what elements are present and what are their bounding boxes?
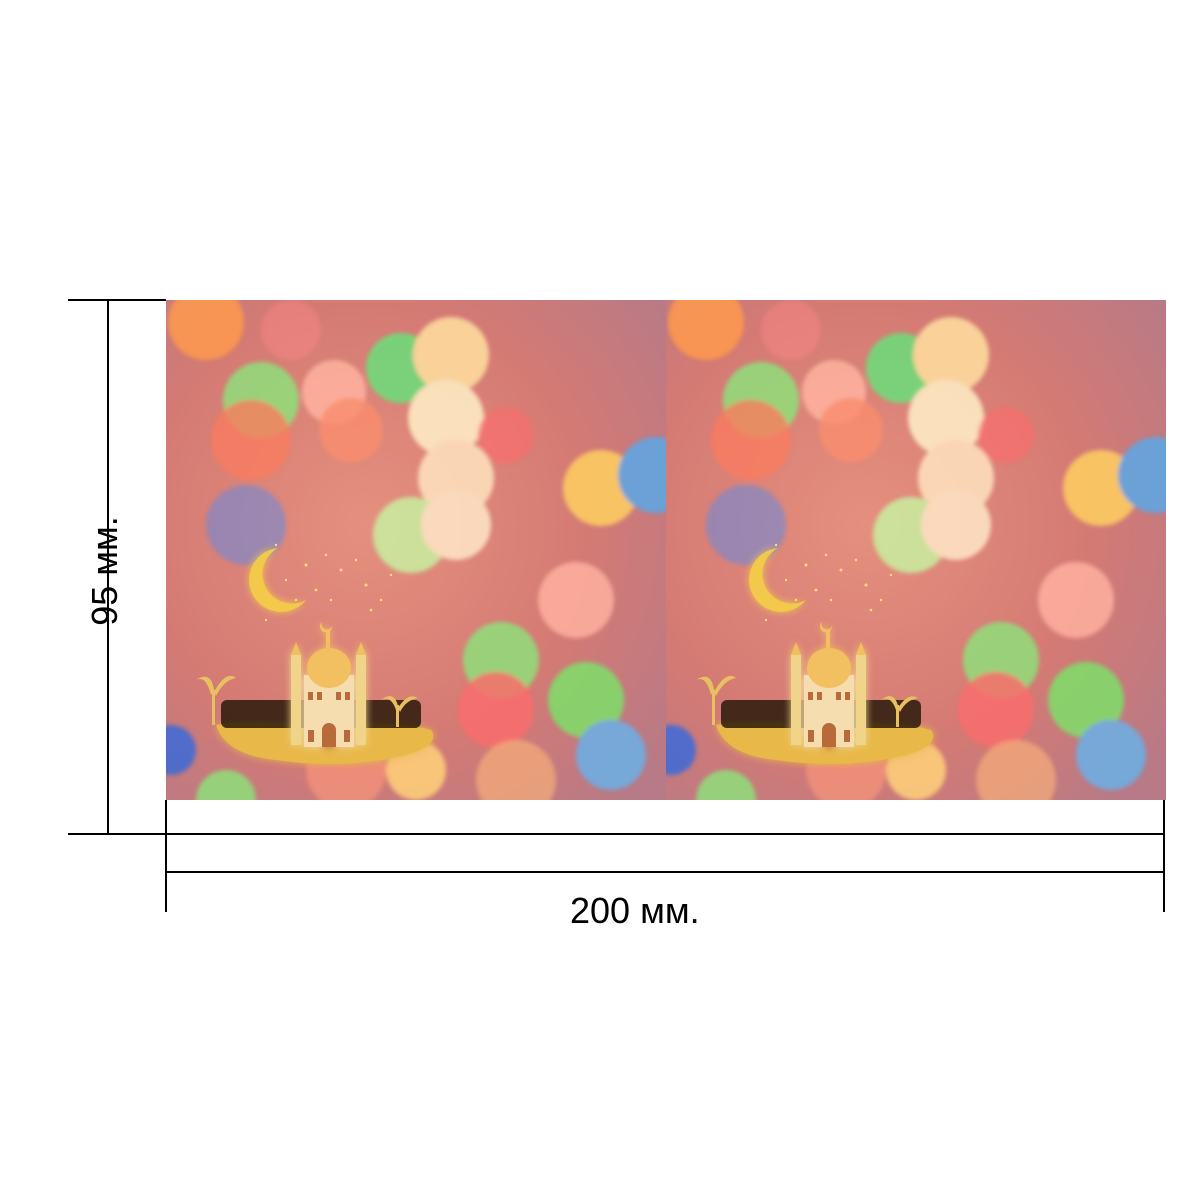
height-label: 95 мм. — [84, 516, 125, 626]
width-label: 200 мм. — [570, 890, 700, 931]
